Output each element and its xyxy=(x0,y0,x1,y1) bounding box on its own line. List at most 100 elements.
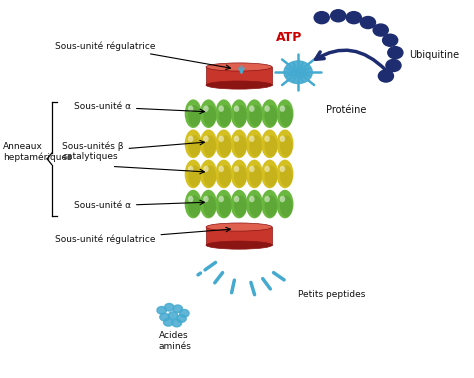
Ellipse shape xyxy=(280,135,292,157)
Ellipse shape xyxy=(246,190,263,218)
Ellipse shape xyxy=(203,166,209,172)
Ellipse shape xyxy=(234,196,239,202)
Circle shape xyxy=(164,319,173,326)
Circle shape xyxy=(386,59,401,71)
Ellipse shape xyxy=(264,165,277,187)
Ellipse shape xyxy=(280,105,285,112)
Ellipse shape xyxy=(249,105,255,112)
Ellipse shape xyxy=(230,130,247,158)
Ellipse shape xyxy=(249,166,255,172)
Circle shape xyxy=(180,310,189,317)
Text: ATP: ATP xyxy=(275,31,302,44)
Ellipse shape xyxy=(280,136,285,142)
Ellipse shape xyxy=(219,105,224,112)
Circle shape xyxy=(346,12,361,24)
Ellipse shape xyxy=(219,105,231,127)
Text: Sous-unité α: Sous-unité α xyxy=(74,102,204,114)
Ellipse shape xyxy=(188,166,193,172)
Circle shape xyxy=(331,10,346,22)
Ellipse shape xyxy=(230,190,247,218)
Ellipse shape xyxy=(249,135,262,157)
Ellipse shape xyxy=(234,166,239,172)
Ellipse shape xyxy=(206,63,272,71)
Ellipse shape xyxy=(280,196,285,202)
Ellipse shape xyxy=(264,195,277,217)
Ellipse shape xyxy=(234,195,247,217)
Circle shape xyxy=(172,319,182,327)
Circle shape xyxy=(284,61,312,84)
Ellipse shape xyxy=(230,160,247,188)
Ellipse shape xyxy=(185,160,202,188)
Ellipse shape xyxy=(261,190,278,218)
Ellipse shape xyxy=(185,190,202,218)
Circle shape xyxy=(173,305,182,313)
Ellipse shape xyxy=(188,195,201,217)
Text: Sous-unité α: Sous-unité α xyxy=(74,200,204,211)
Ellipse shape xyxy=(249,195,262,217)
Ellipse shape xyxy=(219,135,231,157)
Text: Sous-unité régulatrice: Sous-unité régulatrice xyxy=(55,227,230,244)
Ellipse shape xyxy=(261,130,278,158)
Ellipse shape xyxy=(203,105,209,112)
Ellipse shape xyxy=(276,99,293,128)
Ellipse shape xyxy=(261,160,278,188)
Circle shape xyxy=(378,70,393,82)
Ellipse shape xyxy=(234,135,247,157)
Ellipse shape xyxy=(203,135,216,157)
Ellipse shape xyxy=(230,99,247,128)
Ellipse shape xyxy=(215,130,232,158)
Ellipse shape xyxy=(215,190,232,218)
Ellipse shape xyxy=(264,105,270,112)
Text: Sous-unités β
catalytiques: Sous-unités β catalytiques xyxy=(62,140,204,161)
Circle shape xyxy=(164,304,174,311)
Ellipse shape xyxy=(280,105,292,127)
Text: Protéine: Protéine xyxy=(327,105,367,115)
Text: Anneaux
heptamériques: Anneaux heptamériques xyxy=(3,142,72,162)
Ellipse shape xyxy=(188,105,193,112)
Ellipse shape xyxy=(203,195,216,217)
Circle shape xyxy=(177,315,186,322)
Ellipse shape xyxy=(249,165,262,187)
Ellipse shape xyxy=(280,165,292,187)
Bar xyxy=(206,67,272,85)
Ellipse shape xyxy=(219,196,224,202)
Text: Ubiquitine: Ubiquitine xyxy=(409,50,459,60)
Circle shape xyxy=(160,313,169,321)
Circle shape xyxy=(157,307,166,314)
Ellipse shape xyxy=(249,105,262,127)
Ellipse shape xyxy=(264,136,270,142)
Circle shape xyxy=(388,46,403,59)
Ellipse shape xyxy=(264,196,270,202)
Ellipse shape xyxy=(203,105,216,127)
Ellipse shape xyxy=(188,135,201,157)
Ellipse shape xyxy=(200,190,217,218)
Circle shape xyxy=(383,34,398,46)
Ellipse shape xyxy=(246,99,263,128)
Ellipse shape xyxy=(188,136,193,142)
Ellipse shape xyxy=(261,99,278,128)
Ellipse shape xyxy=(246,130,263,158)
Ellipse shape xyxy=(206,81,272,89)
Ellipse shape xyxy=(264,105,277,127)
Circle shape xyxy=(373,24,388,36)
FancyArrowPatch shape xyxy=(316,50,386,70)
Ellipse shape xyxy=(206,223,272,231)
Ellipse shape xyxy=(200,130,217,158)
Bar xyxy=(206,227,272,245)
Ellipse shape xyxy=(219,165,231,187)
Text: Petits peptides: Petits peptides xyxy=(298,290,365,299)
Ellipse shape xyxy=(280,166,285,172)
Ellipse shape xyxy=(249,196,255,202)
Ellipse shape xyxy=(219,136,224,142)
Ellipse shape xyxy=(234,105,247,127)
Ellipse shape xyxy=(188,196,193,202)
Ellipse shape xyxy=(249,136,255,142)
Ellipse shape xyxy=(276,190,293,218)
Ellipse shape xyxy=(276,160,293,188)
Ellipse shape xyxy=(234,136,239,142)
Text: Acides
aminés: Acides aminés xyxy=(159,332,191,351)
Ellipse shape xyxy=(276,130,293,158)
Ellipse shape xyxy=(206,241,272,249)
Ellipse shape xyxy=(219,166,224,172)
Ellipse shape xyxy=(280,195,292,217)
